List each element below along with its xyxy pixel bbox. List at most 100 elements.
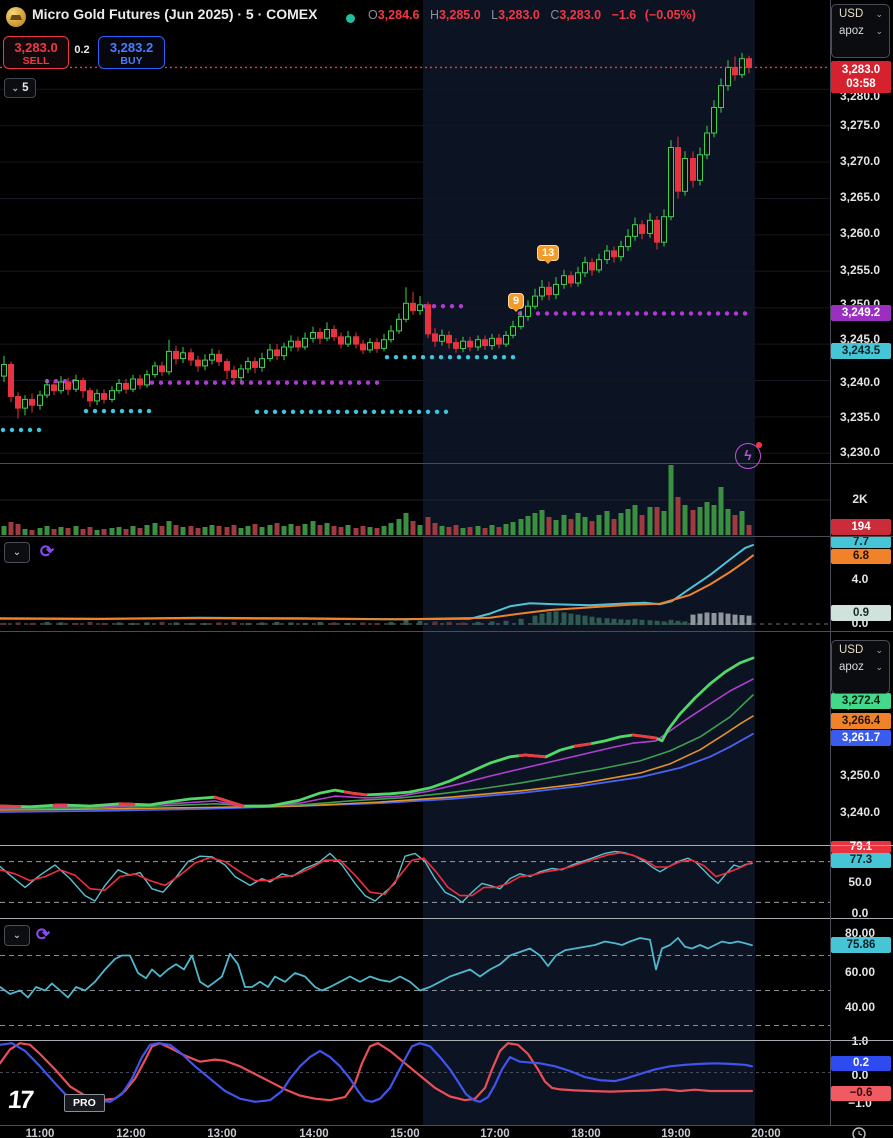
time-axis-label: 13:00 bbox=[207, 1128, 237, 1138]
change-percent: (−0.05%) bbox=[644, 8, 696, 22]
momentum-collapse-button[interactable]: ⌄ bbox=[4, 542, 30, 563]
interval-selector[interactable]: ⌄ 5 bbox=[4, 78, 36, 98]
axis-label: 0.0 bbox=[851, 1068, 869, 1082]
chevron-down-icon: ⌄ bbox=[12, 930, 22, 941]
lightning-trade-icon[interactable]: ϟ bbox=[735, 442, 762, 469]
chevron-down-icon: ⌄ bbox=[11, 82, 20, 93]
clock-icon[interactable] bbox=[851, 1126, 867, 1138]
time-axis-label: 14:00 bbox=[299, 1128, 329, 1138]
currency-dropdown[interactable]: USD ⌄ bbox=[832, 641, 889, 658]
pane-divider[interactable] bbox=[0, 536, 893, 537]
tradingview-logo[interactable]: 17 bbox=[6, 1086, 34, 1114]
ohlc-readout: O3,284.6 H3,285.0 L3,283.0 C3,283.0 −1.6… bbox=[368, 8, 696, 22]
stoch-d-badge: 79.1 bbox=[831, 841, 891, 853]
change-value: −1.6 bbox=[611, 8, 637, 22]
pane-divider[interactable] bbox=[0, 631, 893, 632]
sequence-count-label-9: 9 bbox=[508, 293, 525, 309]
stoch-k-badge: 77.3 bbox=[831, 853, 891, 868]
axis-label: 3,260.0 bbox=[839, 226, 881, 240]
axis-label: 2K bbox=[852, 492, 868, 506]
axis-label: 50.0 bbox=[848, 875, 872, 889]
currency-account-box-2: USD ⌄ apoz ⌄ bbox=[831, 640, 890, 694]
axis-label: 3,250.0 bbox=[839, 768, 881, 782]
interval-value: 5 bbox=[22, 82, 29, 94]
gold-symbol-icon[interactable] bbox=[6, 7, 26, 27]
axis-label: 3,235.0 bbox=[839, 410, 881, 424]
currency-value: USD bbox=[839, 644, 864, 656]
momentum-hist-badge: 0.9 bbox=[831, 605, 891, 621]
rsi-refresh-icon[interactable]: ⟳ bbox=[35, 925, 51, 944]
pane-divider[interactable] bbox=[0, 463, 893, 464]
buy-price: 3,283.2 bbox=[109, 40, 154, 55]
ribbon-green-badge: 3,272.4 bbox=[831, 693, 891, 709]
buy-button[interactable]: 3,283.2 BUY bbox=[98, 36, 165, 69]
momentum-cyan-badge: 7.7 bbox=[831, 536, 891, 548]
rsi-badge: 75.86 bbox=[831, 937, 891, 953]
ma-ribbon-pane[interactable] bbox=[0, 632, 830, 845]
rsi-collapse-button[interactable]: ⌄ bbox=[4, 925, 30, 946]
high-label: H bbox=[429, 8, 439, 22]
volume-pane[interactable] bbox=[0, 464, 830, 536]
market-open-icon[interactable] bbox=[346, 14, 355, 23]
chart-canvas[interactable] bbox=[0, 0, 830, 1125]
cyan-level-badge: 3,243.5 bbox=[831, 343, 891, 359]
symbol-title[interactable]: Micro Gold Futures (Jun 2025) · 5 · COME… bbox=[32, 6, 318, 22]
momentum-orange-badge: 6.8 bbox=[831, 549, 891, 564]
time-axis-label: 11:00 bbox=[25, 1128, 55, 1138]
volume-badge: 194 bbox=[831, 519, 891, 535]
axis-label: 80.00 bbox=[844, 926, 876, 940]
time-axis[interactable]: 11:00 12:00 13:00 14:00 15:00 17:00 18:00 19:00… bbox=[0, 1125, 893, 1138]
last-price-value: 3,283.0 bbox=[841, 64, 881, 76]
chevron-down-icon: ⌄ bbox=[12, 547, 22, 558]
chevron-down-icon: ⌄ bbox=[875, 25, 883, 36]
time-axis-label: 12:00 bbox=[116, 1128, 146, 1138]
currency-value: USD bbox=[839, 8, 864, 20]
low-value: 3,283.0 bbox=[498, 8, 540, 22]
pro-badge: PRO bbox=[64, 1094, 105, 1112]
ribbon-blue-badge: 3,261.7 bbox=[831, 730, 891, 746]
axis-label: 3,230.0 bbox=[839, 445, 881, 459]
currency-account-box: USD ⌄ apoz ⌄ bbox=[831, 4, 890, 58]
pane-divider[interactable] bbox=[0, 918, 893, 919]
axis-label: 60.00 bbox=[844, 965, 876, 979]
stochastic-pane[interactable] bbox=[0, 846, 830, 918]
account-value: apoz bbox=[839, 661, 864, 673]
countdown-timer: 03:58 bbox=[846, 78, 876, 91]
axis-label: 3,255.0 bbox=[839, 263, 881, 277]
buy-label: BUY bbox=[120, 55, 143, 67]
oscillator-blue-badge: 0.2 bbox=[831, 1056, 891, 1071]
close-value: 3,283.0 bbox=[559, 8, 602, 22]
axis-label: 4.0 bbox=[851, 572, 869, 586]
time-axis-label: 19:00 bbox=[661, 1128, 691, 1138]
axis-label: 3,240.0 bbox=[839, 805, 881, 819]
axis-label: 3,245.0 bbox=[839, 332, 881, 346]
notification-dot bbox=[756, 442, 762, 448]
account-dropdown[interactable]: apoz ⌄ bbox=[832, 658, 889, 675]
time-axis-label: 20:00 bbox=[751, 1128, 781, 1138]
chevron-down-icon: ⌄ bbox=[875, 644, 883, 655]
pane-divider[interactable] bbox=[0, 845, 893, 846]
axis-label: 40.00 bbox=[844, 1000, 876, 1014]
axis-label: 3,265.0 bbox=[839, 190, 881, 204]
oscillator-red-badge: −0.6 bbox=[831, 1086, 891, 1101]
spread-value: 0.2 bbox=[74, 44, 90, 56]
close-label: C bbox=[550, 8, 560, 22]
currency-dropdown[interactable]: USD ⌄ bbox=[832, 5, 889, 22]
main-chart-pane[interactable] bbox=[0, 0, 830, 463]
oscillator-pane[interactable] bbox=[0, 1041, 830, 1125]
open-value: 3,284.6 bbox=[377, 8, 420, 22]
axis-label: 1.0 bbox=[851, 1034, 869, 1048]
purple-level-badge: 3,249.2 bbox=[831, 305, 891, 321]
sell-label: SELL bbox=[22, 55, 50, 67]
low-label: L bbox=[491, 8, 499, 22]
momentum-refresh-icon[interactable]: ⟳ bbox=[39, 542, 55, 561]
last-price-badge: 3,283.0 03:58 bbox=[831, 61, 891, 93]
pane-divider[interactable] bbox=[0, 1040, 893, 1041]
sequence-count-label-13: 13 bbox=[537, 245, 560, 261]
account-dropdown[interactable]: apoz ⌄ bbox=[832, 22, 889, 39]
momentum-pane[interactable] bbox=[0, 537, 830, 631]
rsi-pane[interactable] bbox=[0, 919, 830, 1040]
sell-button[interactable]: 3,283.0 SELL bbox=[3, 36, 69, 69]
open-label: O bbox=[368, 8, 378, 22]
